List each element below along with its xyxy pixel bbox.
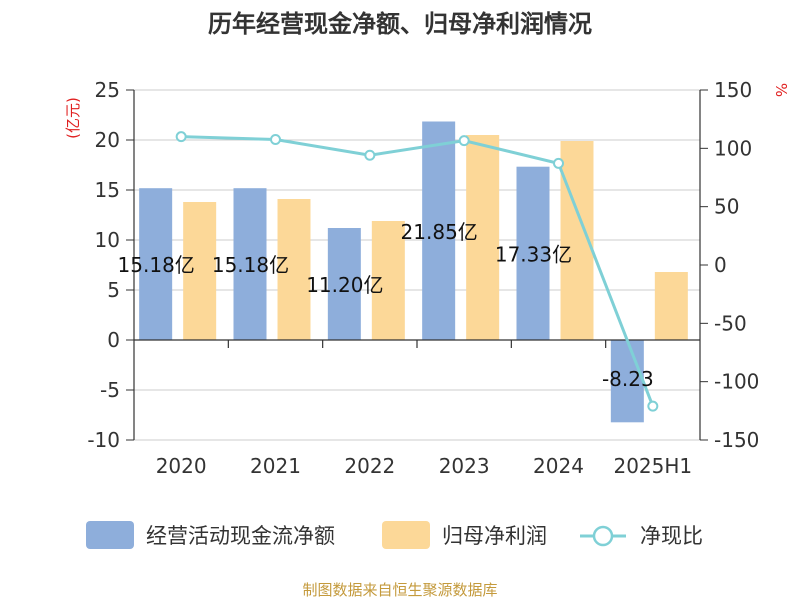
right-axis-tick-label: 100 <box>714 136 752 160</box>
left-axis-tick-label: 25 <box>95 78 120 102</box>
left-axis-tick-label: -10 <box>87 428 120 452</box>
ratio-point <box>458 135 470 147</box>
ratio-line <box>181 135 655 407</box>
legend-label-ratio: 净现比 <box>640 524 703 548</box>
x-axis-category-label: 2020 <box>156 454 207 478</box>
bar-profit <box>654 272 688 340</box>
cashflow-data-label: -8.23 <box>602 367 654 391</box>
grid-lines <box>134 89 700 441</box>
x-axis-category-label: 2024 <box>533 454 584 478</box>
legend-marker-ratio <box>592 525 614 547</box>
left-axis-tick-label: -5 <box>100 378 120 402</box>
bar-cashflow <box>233 188 267 340</box>
legend-label-profit: 归母净利润 <box>442 524 547 548</box>
right-axis-tick-label: 150 <box>714 78 752 102</box>
cashflow-data-label: 11.20亿 <box>306 273 383 297</box>
legend-label-cashflow: 经营活动现金流净额 <box>146 524 335 548</box>
bar-cashflow <box>139 188 173 340</box>
left-axis-tick-label: 10 <box>95 228 120 252</box>
cashflow-data-label: 15.18亿 <box>118 253 195 277</box>
bar-profit <box>371 221 405 340</box>
x-axis-category-label: 2022 <box>344 454 395 478</box>
ratio-point <box>270 133 281 145</box>
left-axis-tick-label: 20 <box>95 128 120 152</box>
right-axis-tick-label: 50 <box>714 195 739 219</box>
left-axis-tick-label: 15 <box>95 178 120 202</box>
x-axis-category-label: 2023 <box>439 454 490 478</box>
ratio-point <box>553 157 564 169</box>
right-axis-tick-label: 0 <box>714 253 727 277</box>
bar-profit <box>183 202 217 340</box>
right-axis-unit: % <box>772 83 790 97</box>
bars-group <box>139 121 688 423</box>
legend-swatch-profit <box>382 521 430 549</box>
bar-profit <box>277 199 311 340</box>
bar-profit <box>466 135 500 340</box>
bar-cashflow <box>327 228 361 340</box>
bar-cashflow <box>610 340 644 423</box>
ratio-line-group <box>175 131 659 412</box>
bar-cashflow <box>516 166 550 340</box>
cashflow-data-label: 21.85亿 <box>401 220 478 244</box>
x-axis-category-label: 2021 <box>250 454 301 478</box>
ratio-point <box>364 149 376 161</box>
bar-cashflow <box>422 121 456 340</box>
left-axis-unit: (亿元) <box>64 97 82 139</box>
ratio-point <box>175 131 187 143</box>
right-axis-tick-label: -50 <box>714 311 747 335</box>
cashflow-data-label: 15.18亿 <box>212 253 289 277</box>
left-axis-tick-label: 0 <box>107 328 120 352</box>
legend-swatch-cashflow <box>86 521 134 549</box>
left-axis-tick-label: 5 <box>107 278 120 302</box>
data-labels-group: 15.18亿 15.18亿 11.20亿 21.85亿 17.33亿 -8.23 <box>118 220 654 391</box>
legend: 经营活动现金流净额 归母净利润 净现比 <box>86 521 703 549</box>
x-axis-category-label: 2025H1 <box>613 454 692 478</box>
source-note: 制图数据来自恒生聚源数据库 <box>302 581 497 599</box>
right-axis-tick-label: -150 <box>714 428 759 452</box>
chart-title: 历年经营现金净额、归母净利润情况 <box>208 10 592 38</box>
ratio-point <box>647 400 659 412</box>
cashflow-data-label: 17.33亿 <box>495 242 572 266</box>
right-axis-tick-label: -100 <box>714 370 759 394</box>
